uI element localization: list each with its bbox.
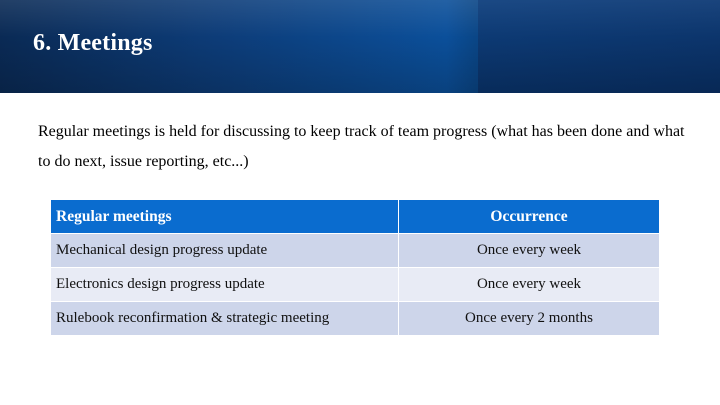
- occurrence-cell: Once every week: [398, 267, 660, 302]
- meeting-name-cell: Rulebook reconfirmation & strategic meet…: [50, 301, 399, 336]
- meeting-name-cell: Mechanical design progress update: [50, 233, 399, 268]
- slide-title: 6. Meetings: [33, 30, 153, 56]
- table-row: Mechanical design progress update Once e…: [50, 233, 660, 268]
- title-banner: 6. Meetings: [0, 0, 720, 93]
- occurrence-cell: Once every week: [398, 233, 660, 268]
- table-header-row: Regular meetings Occurrence: [50, 199, 660, 234]
- header-occurrence: Occurrence: [398, 199, 660, 234]
- meeting-name-cell: Electronics design progress update: [50, 267, 399, 302]
- intro-text: Regular meetings is held for discussing …: [38, 123, 685, 170]
- table-row: Rulebook reconfirmation & strategic meet…: [50, 301, 660, 336]
- occurrence-cell: Once every 2 months: [398, 301, 660, 336]
- header-regular-meetings: Regular meetings: [50, 199, 399, 234]
- meetings-table: Regular meetings Occurrence Mechanical d…: [50, 199, 660, 336]
- table-row: Electronics design progress update Once …: [50, 267, 660, 302]
